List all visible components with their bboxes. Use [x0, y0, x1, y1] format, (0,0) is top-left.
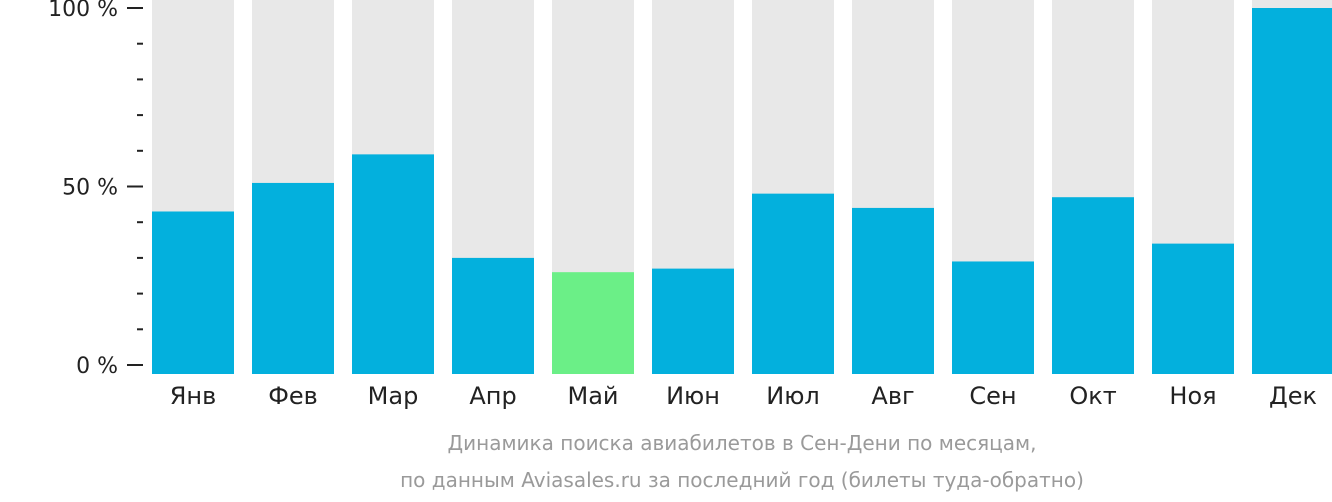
bar-11 — [1152, 243, 1234, 374]
x-tick-label: Окт — [1069, 382, 1116, 410]
bar-3 — [352, 154, 434, 374]
bar-5 — [552, 272, 634, 374]
y-tick-label: 50 % — [62, 176, 118, 201]
chart-plot: Янв Фев Мар Апр Май Июн Июл Авг Сен Окт Ноя Дек 0 % 5… — [48, 0, 1332, 410]
bar-9 — [952, 261, 1034, 374]
x-tick-label: Дек — [1269, 382, 1317, 410]
bar-12 — [1252, 8, 1332, 374]
bar-10 — [1052, 197, 1134, 374]
x-tick-label: Фев — [268, 382, 318, 410]
y-tick-label: 100 % — [48, 0, 118, 22]
x-tick-label: Июн — [666, 382, 720, 410]
bar-2 — [252, 182, 334, 374]
x-tick-label: Ноя — [1169, 382, 1216, 410]
x-tick-label: Май — [567, 382, 618, 410]
chart-title: Динамика поиска авиабилетов в Сен-Дени п… — [447, 431, 1037, 455]
x-tick-label: Янв — [170, 382, 217, 410]
chart-subtitle: по данным Aviasales.ru за последний год … — [400, 468, 1084, 492]
x-tick-label: Авг — [871, 382, 914, 410]
bar-6 — [652, 268, 734, 374]
bar-4 — [452, 257, 534, 374]
bar-1 — [152, 211, 234, 374]
y-tick-label: 0 % — [76, 354, 118, 379]
x-tick-label: Мар — [368, 382, 419, 410]
bar-8 — [852, 207, 934, 374]
x-tick-label: Сен — [969, 382, 1016, 410]
x-tick-label: Апр — [469, 382, 516, 410]
x-tick-label: Июл — [766, 382, 820, 410]
bar-7 — [752, 193, 834, 374]
